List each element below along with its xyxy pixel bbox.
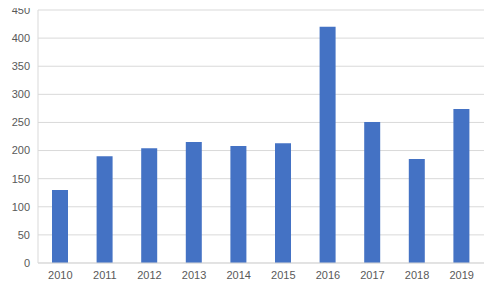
svg-text:2011: 2011 <box>93 269 117 281</box>
svg-text:300: 300 <box>12 88 30 100</box>
svg-text:150: 150 <box>12 173 30 185</box>
svg-text:400: 400 <box>12 32 30 44</box>
svg-text:100: 100 <box>12 201 30 213</box>
svg-text:450: 450 <box>12 8 30 16</box>
svg-text:2019: 2019 <box>449 269 473 281</box>
svg-text:0: 0 <box>24 257 30 269</box>
svg-text:2014: 2014 <box>226 269 250 281</box>
svg-text:350: 350 <box>12 60 30 72</box>
svg-text:2015: 2015 <box>271 269 295 281</box>
svg-text:2018: 2018 <box>405 269 429 281</box>
svg-text:250: 250 <box>12 116 30 128</box>
svg-text:2010: 2010 <box>48 269 72 281</box>
svg-text:2013: 2013 <box>182 269 206 281</box>
svg-text:200: 200 <box>12 144 30 156</box>
svg-text:50: 50 <box>18 229 30 241</box>
svg-text:2017: 2017 <box>360 269 384 281</box>
svg-text:2016: 2016 <box>316 269 340 281</box>
svg-text:2012: 2012 <box>137 269 161 281</box>
